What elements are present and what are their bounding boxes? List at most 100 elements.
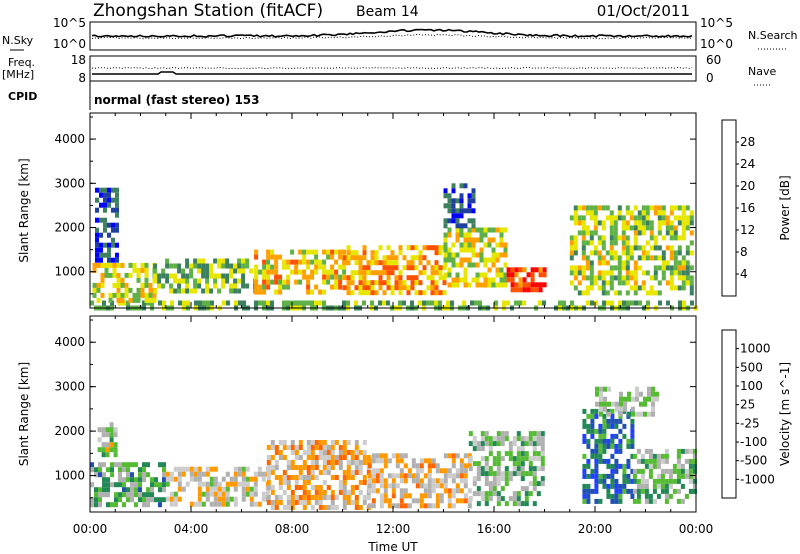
echo-cell <box>262 264 267 270</box>
echo-cell <box>225 491 230 497</box>
echo-cell <box>459 257 464 263</box>
echo-cell <box>150 477 154 483</box>
echo-cell <box>455 213 460 219</box>
echo-cell <box>181 466 186 472</box>
echo-cell <box>398 290 403 296</box>
echo-cell <box>193 263 198 269</box>
echo-cell <box>95 197 99 203</box>
echo-cell <box>503 252 508 258</box>
echo-cell <box>422 255 427 261</box>
echo-cell <box>318 259 323 265</box>
echo-cell <box>237 268 242 274</box>
echo-cell <box>217 258 222 264</box>
echo-cell <box>651 396 655 402</box>
echo-cell <box>262 284 267 290</box>
echo-cell <box>153 273 158 279</box>
echo-cell <box>647 396 651 402</box>
echo-cell <box>144 267 149 273</box>
echo-cell <box>681 265 686 271</box>
echo-cell <box>586 473 591 479</box>
echo-cell <box>298 259 303 265</box>
echo-cell <box>512 436 517 442</box>
echo-cell <box>538 267 543 273</box>
echo-cell <box>107 247 111 253</box>
echo-cell <box>506 277 511 283</box>
echo-cell <box>390 285 395 291</box>
echo-cell <box>455 488 460 494</box>
echo-cell <box>306 450 311 455</box>
echo-cell <box>105 447 110 453</box>
echo-cell <box>666 300 670 306</box>
echo-cell <box>403 473 408 479</box>
echo-cell <box>98 497 102 503</box>
echo-cell <box>338 460 343 465</box>
echo-cell <box>115 212 119 218</box>
echo-cell <box>266 500 271 505</box>
echo-cell <box>403 453 408 459</box>
echo-cell <box>640 453 645 459</box>
echo-cell <box>205 283 210 289</box>
echo-cell <box>419 478 424 484</box>
echo-cell <box>342 475 347 480</box>
echo-cell <box>532 431 537 437</box>
echo-cell <box>573 205 578 211</box>
echo-cell <box>165 476 170 482</box>
echo-cell <box>136 267 141 273</box>
echo-cell <box>617 275 622 281</box>
echo-cell <box>114 502 118 508</box>
echo-cell <box>661 255 666 261</box>
echo-cell <box>463 478 468 484</box>
echo-cell <box>134 477 138 483</box>
echo-cell <box>165 263 170 269</box>
echo-cell <box>443 453 448 459</box>
echo-cell <box>379 468 384 474</box>
echo-cell <box>358 280 363 286</box>
echo-cell <box>688 463 693 469</box>
echo-cell <box>480 436 485 442</box>
echo-cell <box>314 495 319 500</box>
echo-cell <box>483 262 488 268</box>
echo-cell <box>274 460 279 465</box>
echo-cell <box>148 282 153 288</box>
echo-cell <box>242 300 246 306</box>
echo-cell <box>116 287 121 293</box>
echo-cell <box>629 250 634 256</box>
echo-cell <box>185 288 190 294</box>
echo-cell <box>266 284 271 290</box>
echo-cell <box>386 245 391 251</box>
echo-cell <box>154 477 158 483</box>
echo-cell <box>673 270 678 276</box>
echo-cell <box>138 472 142 478</box>
echo-cell <box>142 477 146 483</box>
echo-cell <box>621 235 626 241</box>
echo-cell <box>128 262 133 268</box>
echo-cell <box>632 488 637 494</box>
echo-cell <box>672 488 677 494</box>
echo-cell <box>689 220 694 226</box>
echo-cell <box>685 260 690 266</box>
echo-cell <box>370 260 375 266</box>
echo-cell <box>237 263 242 269</box>
echo-cell <box>660 458 665 464</box>
echo-cell <box>589 260 594 266</box>
echo-cell <box>646 300 650 306</box>
echo-cell <box>399 453 404 459</box>
echo-cell <box>148 297 153 303</box>
echo-cell <box>609 265 614 271</box>
echo-cell <box>483 277 488 283</box>
echo-cell <box>649 290 654 296</box>
echo-cell <box>142 300 146 306</box>
echo-cell <box>676 458 681 464</box>
echo-cell <box>367 488 372 494</box>
echo-cell <box>169 471 174 477</box>
echo-cell <box>685 270 690 276</box>
echo-cell <box>322 465 327 470</box>
echo-cell <box>213 258 218 264</box>
echo-cell <box>609 210 614 216</box>
echo-cell <box>573 240 578 246</box>
echo-cell <box>330 495 335 500</box>
echo-cell <box>630 478 635 484</box>
echo-cell <box>673 250 678 256</box>
echo-cell <box>266 445 271 450</box>
echo-cell <box>254 269 259 275</box>
